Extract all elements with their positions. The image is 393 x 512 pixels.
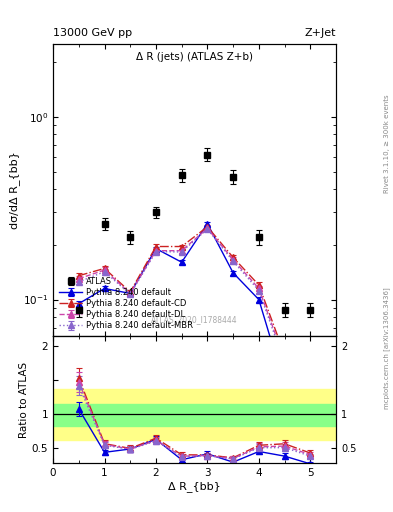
- Text: mcplots.cern.ch [arXiv:1306.3436]: mcplots.cern.ch [arXiv:1306.3436]: [384, 287, 391, 409]
- Text: Z+Jet: Z+Jet: [305, 28, 336, 38]
- Y-axis label: Ratio to ATLAS: Ratio to ATLAS: [19, 361, 29, 438]
- X-axis label: Δ R_{bb}: Δ R_{bb}: [168, 481, 221, 492]
- Text: Δ R (jets) (ATLAS Z+b): Δ R (jets) (ATLAS Z+b): [136, 52, 253, 62]
- Text: Rivet 3.1.10, ≥ 300k events: Rivet 3.1.10, ≥ 300k events: [384, 94, 390, 193]
- Text: 13000 GeV pp: 13000 GeV pp: [53, 28, 132, 38]
- Bar: [53, 389, 336, 440]
- Bar: [53, 404, 336, 426]
- Text: ATLAS_2020_I1788444: ATLAS_2020_I1788444: [151, 315, 238, 325]
- Legend: ATLAS, Pythia 8.240 default, Pythia 8.240 default-CD, Pythia 8.240 default-DL, P: ATLAS, Pythia 8.240 default, Pythia 8.24…: [57, 275, 194, 332]
- Y-axis label: dσ/dΔ R_{bb}: dσ/dΔ R_{bb}: [9, 151, 20, 229]
